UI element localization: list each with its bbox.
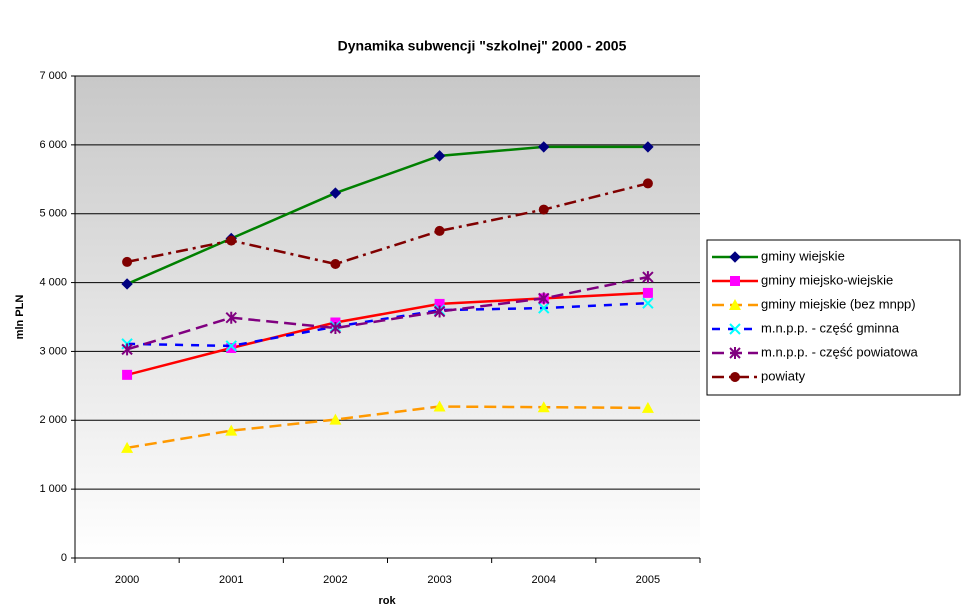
data-point (434, 298, 445, 309)
x-tick-label: 2003 (427, 574, 451, 586)
y-tick-label: 6 000 (39, 139, 67, 151)
y-tick-label: 7 000 (39, 70, 67, 82)
data-point (225, 311, 237, 324)
legend-marker (730, 276, 740, 286)
legend-marker (729, 251, 741, 263)
data-point (538, 292, 550, 305)
data-point (122, 369, 133, 380)
data-point (433, 400, 446, 412)
legend-marker (729, 323, 741, 335)
legend-label: m.n.p.p. - część powiatowa (761, 344, 919, 359)
data-point (434, 225, 445, 236)
data-point (121, 278, 133, 290)
legend-label: gminy wiejskie (761, 248, 845, 263)
data-point (329, 413, 342, 425)
data-point (538, 204, 549, 215)
chart-title: Dynamika subwencji "szkolnej" 2000 - 200… (338, 38, 627, 54)
data-point (329, 322, 342, 335)
x-tick-label: 2004 (532, 574, 556, 586)
data-point (121, 441, 134, 453)
legend-label: gminy miejskie (bez mnpp) (761, 296, 916, 311)
series-line (126, 145, 648, 286)
legend-label: powiaty (761, 368, 806, 383)
x-tick-label: 2000 (115, 574, 139, 586)
y-tick-label: 1 000 (39, 483, 67, 495)
series-line (126, 405, 648, 450)
legend-marker (730, 372, 740, 382)
series-line (126, 275, 649, 351)
data-point (642, 271, 654, 284)
x-axis-label: rok (378, 595, 396, 607)
data-point (225, 340, 237, 352)
y-tick-label: 2 000 (39, 414, 67, 426)
data-point (538, 302, 550, 314)
x-tick-label: 2005 (636, 574, 660, 586)
data-point (433, 150, 446, 162)
data-point (122, 256, 133, 267)
y-axis-label: mln PLN (14, 295, 26, 340)
data-point (226, 342, 237, 353)
data-point (433, 305, 446, 318)
data-point (537, 401, 550, 413)
legend (706, 239, 961, 396)
data-point (225, 424, 238, 436)
data-point (329, 187, 342, 199)
series-line (126, 182, 649, 266)
y-tick-label: 0 (61, 552, 67, 564)
data-point (330, 258, 341, 269)
legend-label: m.n.p.p. - część gminna (761, 320, 900, 335)
data-point (642, 141, 654, 153)
data-point (226, 235, 237, 246)
y-tick-label: 4 000 (39, 276, 67, 288)
y-tick-label: 5 000 (39, 208, 67, 220)
plot-area (75, 76, 700, 558)
data-point (641, 401, 654, 413)
legend-label: gminy miejsko-wiejskie (761, 272, 893, 287)
x-tick-label: 2001 (219, 574, 243, 586)
data-point (642, 297, 654, 309)
data-point (538, 141, 550, 153)
data-point (642, 178, 653, 189)
y-tick-label: 3 000 (39, 345, 67, 357)
x-tick-label: 2002 (323, 574, 347, 586)
legend-marker (729, 347, 741, 359)
data-point (642, 287, 653, 298)
series-line (126, 291, 648, 377)
legend-marker (729, 299, 741, 310)
series-line (127, 301, 648, 348)
data-point (121, 343, 133, 356)
